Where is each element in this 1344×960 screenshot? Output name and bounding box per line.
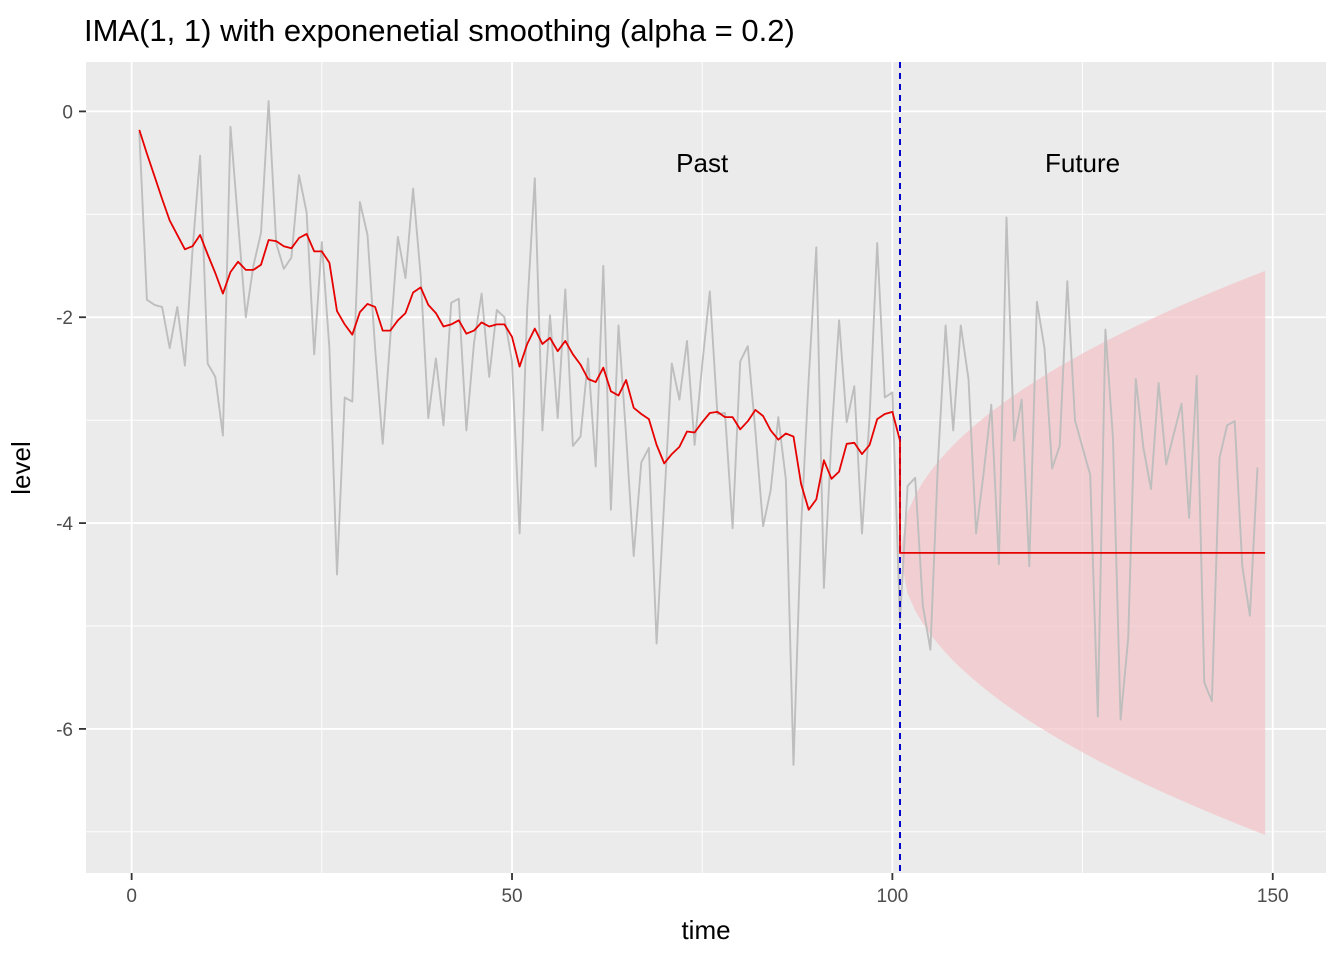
chart-title: IMA(1, 1) with exponenetial smoothing (a… [84,13,795,48]
smoothed-series [138,129,901,511]
x-tick-label: 150 [1257,886,1289,907]
forecast-series [899,440,1266,554]
y-axis: 0 -2 -4 -6 [56,102,86,741]
x-tick-label: 100 [877,886,909,907]
plot-panel: Past Future [86,62,1326,873]
annotation-past: Past [676,148,729,178]
observed-line [138,100,1259,766]
forecast-line [899,440,1266,554]
smoothed-line [138,129,901,511]
y-axis-title: level [6,441,36,494]
y-tick-label: 0 [62,102,73,123]
x-tick-label: 50 [501,886,522,907]
x-axis-title: time [681,915,730,945]
observed-series [138,100,1259,766]
annotation-future: Future [1045,148,1120,178]
x-tick-label: 0 [126,886,137,907]
major-gridlines [86,62,1326,873]
y-tick-label: -6 [56,720,73,741]
x-axis: 0 50 100 150 [126,873,1289,907]
y-tick-label: -4 [56,514,73,535]
y-tick-label: -2 [56,308,73,329]
